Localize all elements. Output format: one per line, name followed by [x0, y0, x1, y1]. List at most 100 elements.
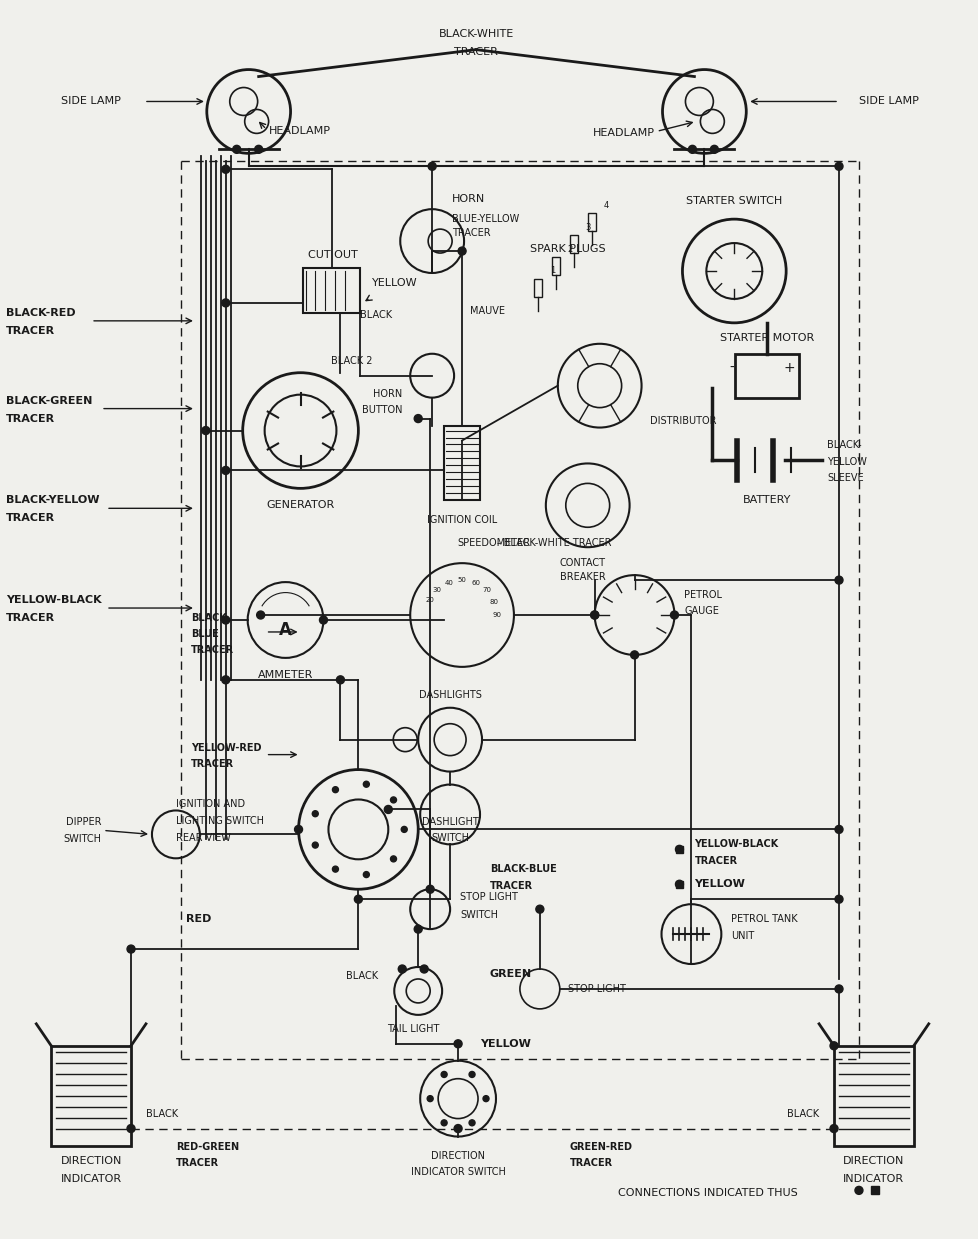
Text: TRACER: TRACER	[176, 1158, 219, 1168]
Bar	[734, 354, 798, 398]
Text: BLUE: BLUE	[191, 629, 218, 639]
Circle shape	[834, 162, 842, 170]
Text: 50: 50	[457, 577, 467, 584]
Text: SIDE LAMP: SIDE LAMP	[61, 97, 121, 107]
Bar	[444, 425, 479, 501]
Text: BLUE-YELLOW: BLUE-YELLOW	[452, 214, 518, 224]
Text: TRACER: TRACER	[191, 646, 234, 655]
Circle shape	[312, 843, 318, 847]
Circle shape	[675, 880, 683, 888]
Circle shape	[222, 675, 230, 684]
Circle shape	[363, 782, 369, 787]
Circle shape	[441, 1072, 447, 1078]
Circle shape	[414, 926, 422, 933]
Text: 20: 20	[425, 597, 434, 603]
Text: BLACK: BLACK	[346, 971, 378, 981]
Circle shape	[630, 650, 638, 659]
Text: SWITCH: SWITCH	[430, 834, 468, 844]
Text: BUTTON: BUTTON	[362, 405, 402, 415]
Text: BLACK: BLACK	[146, 1109, 178, 1119]
Circle shape	[127, 945, 135, 953]
Text: DIRECTION: DIRECTION	[430, 1151, 484, 1161]
Circle shape	[854, 1187, 862, 1194]
Text: 90: 90	[492, 612, 501, 618]
Circle shape	[354, 896, 362, 903]
Text: TRACER: TRACER	[452, 228, 490, 238]
Circle shape	[834, 985, 842, 992]
Circle shape	[454, 1040, 462, 1048]
Circle shape	[468, 1120, 474, 1126]
Text: 2: 2	[567, 244, 572, 254]
Text: AMMETER: AMMETER	[257, 670, 313, 680]
Text: BLACK: BLACK	[360, 310, 392, 320]
Text: RED: RED	[186, 914, 211, 924]
Circle shape	[834, 825, 842, 834]
Text: -: -	[729, 361, 734, 374]
Circle shape	[688, 145, 695, 154]
Circle shape	[336, 675, 344, 684]
Text: DISTRIBUTOR: DISTRIBUTOR	[648, 415, 715, 425]
Text: SLEEVE: SLEEVE	[826, 473, 863, 483]
Circle shape	[414, 415, 422, 422]
Text: HORN: HORN	[452, 195, 485, 204]
Bar	[533, 279, 541, 297]
Text: SWITCH: SWITCH	[460, 911, 498, 921]
Circle shape	[829, 1125, 837, 1132]
Text: YELLOW-BLACK: YELLOW-BLACK	[7, 595, 102, 605]
Circle shape	[710, 145, 718, 154]
Text: UNIT: UNIT	[731, 930, 754, 942]
Bar	[675, 881, 683, 887]
Text: TRACER: TRACER	[7, 414, 56, 424]
Text: YELLOW: YELLOW	[826, 457, 867, 467]
Text: DASHLIGHTS: DASHLIGHTS	[419, 690, 481, 700]
Circle shape	[390, 856, 396, 862]
Bar	[569, 235, 577, 253]
Text: DASHLIGHT: DASHLIGHT	[422, 818, 478, 828]
Text: DIRECTION: DIRECTION	[61, 1156, 121, 1166]
Circle shape	[363, 871, 369, 877]
Circle shape	[390, 797, 396, 803]
Circle shape	[482, 1095, 488, 1101]
Text: CUT OUT: CUT OUT	[307, 250, 357, 260]
Text: SPARK PLUGS: SPARK PLUGS	[529, 244, 604, 254]
Text: TRACER: TRACER	[454, 47, 498, 57]
Circle shape	[426, 1095, 432, 1101]
Text: PETROL: PETROL	[684, 590, 722, 600]
Text: 30: 30	[432, 587, 441, 593]
Text: PETROL TANK: PETROL TANK	[731, 914, 797, 924]
Text: CONTACT: CONTACT	[559, 558, 605, 569]
Text: TRACER: TRACER	[693, 856, 736, 866]
Text: BLACK-BLUE: BLACK-BLUE	[490, 865, 556, 875]
Circle shape	[312, 810, 318, 817]
Text: REAR VIEW: REAR VIEW	[176, 834, 231, 844]
Circle shape	[256, 611, 264, 620]
Circle shape	[319, 616, 327, 624]
Text: SWITCH: SWITCH	[63, 834, 101, 844]
Circle shape	[294, 825, 302, 834]
Circle shape	[829, 1042, 837, 1049]
Bar	[51, 1046, 131, 1146]
Text: SPEEDOMETER: SPEEDOMETER	[457, 538, 530, 548]
Text: STOP LIGHT: STOP LIGHT	[460, 892, 517, 902]
Text: TAIL LIGHT: TAIL LIGHT	[386, 1023, 439, 1033]
Text: 60: 60	[470, 580, 480, 586]
Circle shape	[333, 787, 338, 793]
Text: YELLOW: YELLOW	[479, 1038, 530, 1048]
Text: INDICATOR: INDICATOR	[842, 1175, 904, 1184]
Circle shape	[401, 826, 407, 833]
Bar	[833, 1046, 912, 1146]
Circle shape	[222, 165, 230, 173]
Text: YELLOW: YELLOW	[693, 880, 744, 890]
Text: SIDE LAMP: SIDE LAMP	[858, 97, 918, 107]
Circle shape	[384, 805, 392, 814]
Text: BLACK-RED: BLACK-RED	[7, 307, 76, 318]
Text: YELLOW-RED: YELLOW-RED	[191, 742, 261, 752]
Text: 4: 4	[603, 201, 608, 209]
Circle shape	[590, 611, 599, 620]
Text: BREAKER: BREAKER	[559, 572, 605, 582]
Bar	[587, 213, 595, 232]
Text: INDICATOR SWITCH: INDICATOR SWITCH	[410, 1167, 505, 1177]
Text: LIGHTING SWITCH: LIGHTING SWITCH	[176, 817, 264, 826]
Text: YELLOW: YELLOW	[372, 278, 418, 287]
Text: BLACK-YELLOW: BLACK-YELLOW	[7, 496, 100, 506]
